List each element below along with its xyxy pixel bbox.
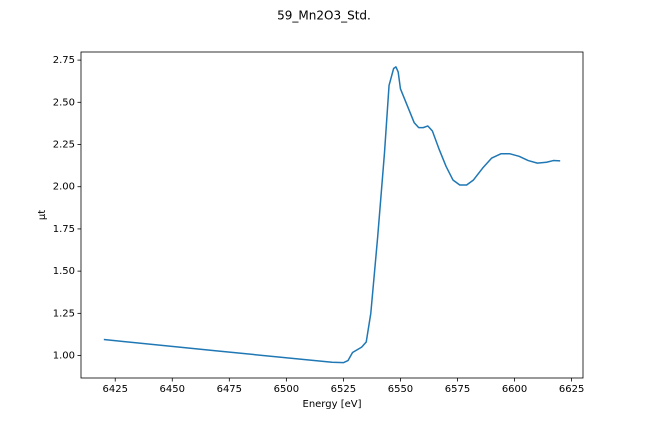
x-axis-label: Energy [eV] [303,399,362,410]
x-tick-label: 6600 [502,384,527,395]
x-tick-label: 6475 [217,384,242,395]
y-axis-label: μt [37,210,48,220]
y-tick-label: 1.00 [53,351,75,362]
x-tick-label: 6625 [559,384,584,395]
plot-frame [80,51,584,379]
chart-title: 59_Mn2O3_Std. [277,9,371,23]
x-tick-label: 6525 [331,384,356,395]
x-tick-label: 6550 [388,384,413,395]
y-tick-label: 2.75 [53,55,75,66]
x-tick-label: 6450 [160,384,185,395]
y-tick-label: 1.50 [53,266,75,277]
y-tick-label: 2.50 [53,97,75,108]
x-tick-label: 6425 [103,384,128,395]
y-tick-label: 1.25 [53,308,75,319]
x-tick-label: 6575 [445,384,470,395]
data-line [103,66,561,364]
x-tick-label: 6500 [274,384,299,395]
y-tick-label: 1.75 [53,224,75,235]
y-tick-label: 2.25 [53,140,75,151]
y-tick-label: 2.00 [53,182,75,193]
